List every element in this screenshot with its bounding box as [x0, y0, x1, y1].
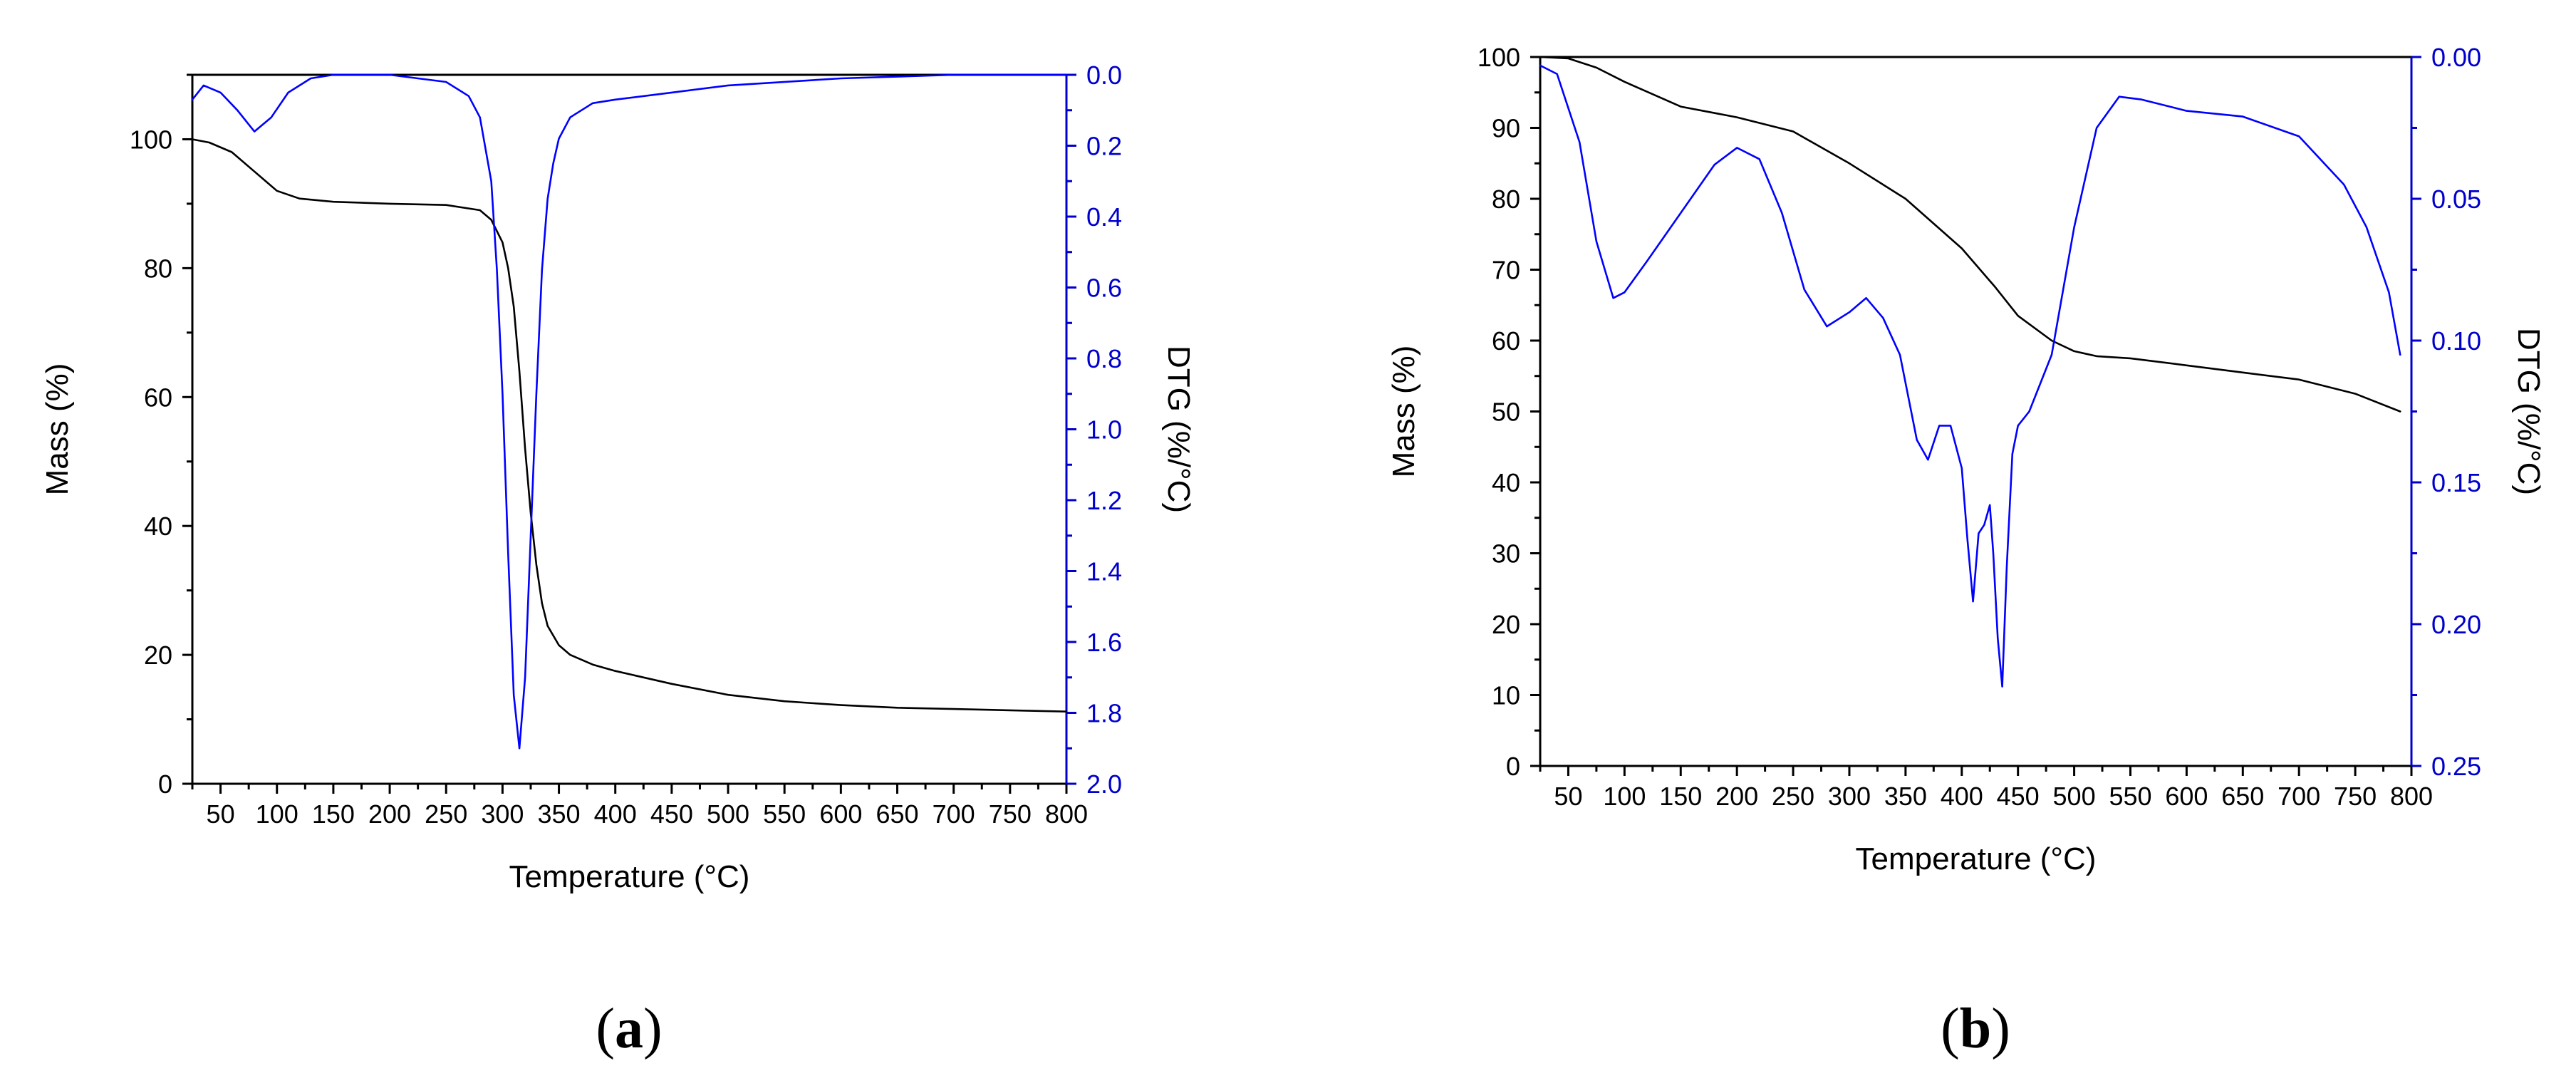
y2-tick-label: 0.4 [1086, 202, 1122, 232]
y2-tick-label: 0.8 [1086, 344, 1122, 373]
mass-series-line [191, 138, 1068, 713]
y2-tick-label: 1.2 [1086, 486, 1122, 515]
x-tick-label: 50 [1554, 782, 1582, 811]
y-tick-label: 80 [1492, 185, 1520, 214]
x-tick-label: 250 [1772, 782, 1814, 811]
y2-tick-label: 1.0 [1086, 415, 1122, 445]
y-tick-label: 20 [144, 641, 172, 670]
panel-letter: b [1960, 998, 1992, 1060]
x-axis-title: Temperature (°C) [509, 859, 750, 894]
x-tick-label: 500 [2053, 782, 2096, 811]
y-tick-label: 80 [144, 254, 172, 283]
chart-panel-b: 50 100 150 200 250 300 350 400 450 500 550 600 650 70… [1386, 43, 2546, 1060]
x-tick-label: 200 [368, 799, 411, 829]
x-tick-label: 150 [1659, 782, 1702, 811]
x-tick-label: 100 [256, 799, 298, 829]
y-tick-label: 60 [1492, 326, 1520, 356]
x-tick-label: 450 [1997, 782, 2040, 811]
panel-label-a: (a) [596, 998, 662, 1060]
y2-tick-label: 1.8 [1086, 699, 1122, 728]
y-tick-label: 90 [1492, 114, 1520, 143]
x-tick-label: 500 [707, 799, 749, 829]
x-axis-title: Temperature (°C) [1856, 841, 2097, 876]
mass-series-line [1539, 56, 2401, 413]
y-axis-title: Mass (%) [40, 363, 75, 496]
x-tick-label: 800 [2390, 782, 2433, 811]
y2-tick-label: 0.10 [2431, 326, 2481, 356]
y-tick-label: 60 [144, 383, 172, 412]
x-tick-label: 700 [933, 799, 975, 829]
y-tick-label: 40 [1492, 468, 1520, 497]
y-tick-label: 10 [1492, 681, 1520, 710]
y2-tick-label: 0.2 [1086, 132, 1122, 161]
x-tick-label: 300 [481, 799, 524, 829]
y-tick-label: 0 [158, 770, 172, 799]
y-tick-label: 100 [1477, 43, 1520, 72]
dtg-series-line [191, 73, 1068, 750]
x-tick-label: 750 [2334, 782, 2377, 811]
x-tick-label: 300 [1828, 782, 1871, 811]
y2-tick-label: 1.4 [1086, 557, 1122, 586]
y2-tick-label: 0.0 [1086, 61, 1122, 90]
y-tick-label: 30 [1492, 539, 1520, 569]
y2-tick-label: 2.0 [1086, 770, 1122, 799]
y2-tick-label: 1.6 [1086, 628, 1122, 657]
chart-panel-a: 50 100 150 200 250 300 350 400 450 500 550 600 650 70… [40, 61, 1196, 1060]
x-tick-label: 550 [763, 799, 806, 829]
x-tick-label: 200 [1715, 782, 1758, 811]
x-tick-label: 250 [425, 799, 467, 829]
y2-tick-label: 0.25 [2431, 752, 2481, 781]
x-tick-label: 550 [2109, 782, 2151, 811]
y-tick-label: 70 [1492, 256, 1520, 285]
x-tick-label: 450 [650, 799, 693, 829]
panel-label-b: (b) [1941, 998, 2010, 1060]
panel-letter: a [615, 998, 643, 1060]
y-tick-label: 0 [1506, 752, 1520, 781]
y-axis-title: Mass (%) [1386, 346, 1421, 478]
y-tick-label: 100 [130, 125, 172, 154]
y2-tick-label: 0.00 [2431, 43, 2481, 72]
x-tick-label: 100 [1603, 782, 1646, 811]
x-tick-label: 50 [207, 799, 235, 829]
x-tick-label: 750 [989, 799, 1032, 829]
dtg-series-line [1539, 64, 2401, 688]
y2-tick-label: 0.20 [2431, 610, 2481, 639]
x-tick-label: 400 [594, 799, 637, 829]
x-tick-label: 350 [1884, 782, 1927, 811]
x-tick-label: 350 [538, 799, 581, 829]
x-tick-label: 700 [2278, 782, 2320, 811]
x-tick-label: 650 [2221, 782, 2264, 811]
x-tick-label: 400 [1941, 782, 1983, 811]
y-tick-label: 50 [1492, 398, 1520, 427]
x-tick-label: 650 [876, 799, 918, 829]
y-tick-label: 40 [144, 512, 172, 541]
y2-axis-title: DTG (%/°C) [2511, 328, 2546, 495]
y-tick-label: 20 [1492, 610, 1520, 639]
x-tick-label: 800 [1045, 799, 1088, 829]
y2-axis-title: DTG (%/°C) [1161, 346, 1196, 513]
x-tick-label: 150 [312, 799, 355, 829]
x-tick-label: 600 [2165, 782, 2208, 811]
x-tick-label: 600 [819, 799, 862, 829]
y2-tick-label: 0.15 [2431, 468, 2481, 497]
y2-tick-label: 0.05 [2431, 185, 2481, 214]
y2-tick-label: 0.6 [1086, 274, 1122, 303]
